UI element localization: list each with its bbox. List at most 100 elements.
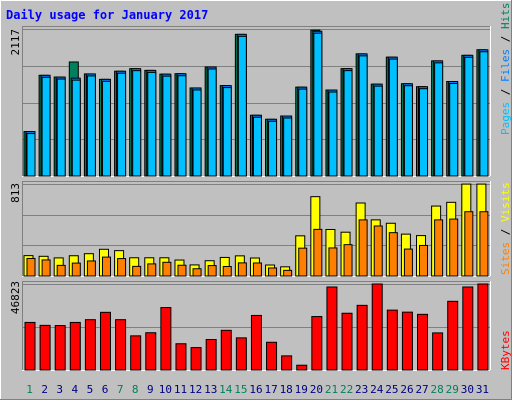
bar-kbytes-day-29	[447, 300, 459, 371]
bar-kbytes-day-3	[54, 325, 66, 371]
chart-bars	[23, 29, 489, 371]
x-label-day-10: 10	[159, 383, 172, 396]
x-label-day-22: 22	[340, 383, 353, 396]
x-label-day-21: 21	[325, 383, 338, 396]
legend-files: Files	[499, 49, 512, 82]
bar-kbytes-day-28	[432, 332, 444, 371]
x-label-day-31: 31	[476, 383, 489, 396]
bar-pages-day-24	[373, 85, 383, 177]
bar-sites-day-4	[71, 262, 81, 277]
bar-kbytes-day-19	[296, 364, 308, 371]
bar-pages-day-23	[358, 55, 368, 177]
bar-sites-day-29	[449, 218, 459, 277]
bar-sites-day-19	[298, 247, 308, 277]
x-label-day-13: 13	[204, 383, 217, 396]
x-label-day-23: 23	[355, 383, 368, 396]
bar-sites-day-16	[252, 262, 262, 277]
x-label-day-24: 24	[370, 383, 384, 396]
x-label-day-29: 29	[446, 383, 459, 396]
bar-kbytes-day-2	[39, 324, 51, 371]
legend-sep-1: /	[499, 82, 512, 102]
bar-pages-day-20	[313, 32, 323, 177]
bar-kbytes-day-23	[356, 304, 368, 371]
bar-kbytes-day-26	[401, 311, 413, 371]
bar-kbytes-day-20	[311, 316, 323, 371]
legend-sep-2: /	[499, 29, 512, 49]
bar-sites-day-3	[56, 264, 66, 277]
bar-pages-day-22	[343, 70, 353, 177]
x-label-day-30: 30	[461, 383, 474, 396]
bar-kbytes-day-18	[281, 355, 293, 371]
x-label-day-28: 28	[431, 383, 444, 396]
bar-pages-day-3	[56, 78, 66, 177]
bar-pages-day-10	[162, 75, 172, 177]
bar-sites-day-20	[313, 228, 323, 277]
y-max-label-kbytes: 46823	[9, 281, 22, 314]
bar-sites-day-11	[177, 264, 187, 277]
bar-pages-day-25	[388, 58, 398, 177]
bar-sites-day-1	[26, 257, 36, 277]
bar-pages-day-2	[41, 76, 51, 177]
bar-sites-day-7	[117, 258, 127, 277]
x-label-day-2: 2	[41, 383, 48, 396]
legend-kbytes: KBytes	[499, 330, 512, 370]
bar-sites-day-12	[192, 268, 202, 277]
legend-pages: Pages	[499, 102, 512, 135]
bar-pages-day-17	[268, 120, 278, 177]
bar-pages-day-28	[434, 62, 444, 177]
legend-usage: Pages / Files / Hits	[499, 3, 512, 136]
x-label-day-25: 25	[385, 383, 398, 396]
bar-kbytes-day-21	[326, 286, 338, 371]
bar-pages-day-27	[419, 88, 429, 177]
x-label-day-6: 6	[102, 383, 109, 396]
bar-pages-day-13	[207, 68, 217, 177]
bar-pages-day-15	[237, 35, 247, 177]
bar-pages-day-9	[147, 71, 157, 177]
bar-kbytes-day-11	[175, 343, 187, 371]
bar-kbytes-day-30	[462, 286, 474, 371]
bar-pages-day-18	[283, 117, 293, 177]
x-label-day-17: 17	[264, 383, 277, 396]
bar-pages-day-5	[86, 75, 96, 177]
bar-sites-day-18	[283, 269, 293, 277]
legend-sep-3: /	[499, 222, 512, 242]
x-label-day-8: 8	[132, 383, 139, 396]
x-label-day-11: 11	[174, 383, 187, 396]
bar-kbytes-day-22	[341, 312, 353, 371]
legend-visits-label: Visits	[499, 182, 512, 222]
bar-sites-day-25	[388, 232, 398, 277]
bar-pages-day-7	[117, 72, 127, 177]
x-label-day-4: 4	[72, 383, 79, 396]
bar-pages-day-1	[26, 133, 36, 177]
bar-kbytes-day-6	[99, 311, 111, 371]
bar-pages-day-31	[479, 51, 489, 177]
bar-kbytes-day-17	[266, 341, 278, 371]
bar-pages-day-30	[464, 56, 474, 177]
bar-kbytes-day-31	[477, 283, 489, 371]
bar-pages-day-19	[298, 88, 308, 177]
bar-kbytes-day-15	[235, 337, 247, 371]
x-label-day-14: 14	[219, 383, 233, 396]
y-max-label-visits: 813	[9, 183, 22, 203]
bar-kbytes-day-27	[417, 313, 429, 371]
x-label-day-5: 5	[87, 383, 94, 396]
bar-sites-day-23	[358, 219, 368, 277]
x-label-day-15: 15	[234, 383, 247, 396]
bar-sites-day-15	[237, 262, 247, 277]
bar-kbytes-day-24	[371, 283, 383, 371]
x-label-day-1: 1	[26, 383, 33, 396]
x-label-day-9: 9	[147, 383, 154, 396]
bar-sites-day-13	[207, 265, 217, 277]
bar-kbytes-day-7	[115, 319, 127, 371]
bar-sites-day-22	[343, 244, 353, 277]
x-axis-labels: 1 2 3 4 5 6 7 8 9 10 11 12 13 14 15 16 17 18 19 20 21 22 23 24 2…	[26, 383, 489, 396]
bar-kbytes-day-8	[130, 335, 142, 371]
x-label-day-7: 7	[117, 383, 124, 396]
bar-kbytes-day-16	[250, 314, 262, 371]
bar-pages-day-6	[101, 80, 111, 177]
x-label-day-27: 27	[415, 383, 428, 396]
bar-kbytes-day-14	[220, 329, 232, 371]
x-label-day-3: 3	[56, 383, 63, 396]
bar-kbytes-day-25	[386, 309, 398, 371]
